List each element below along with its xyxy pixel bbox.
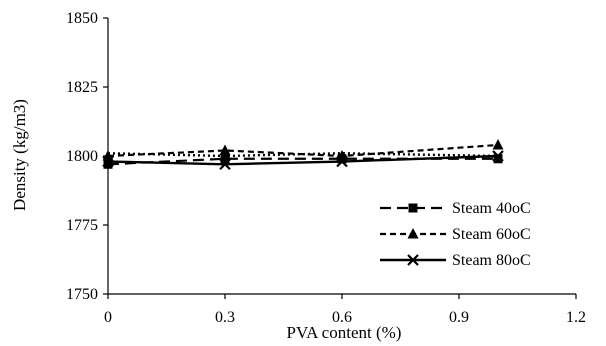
legend: Steam 40oC Steam 60oC Steam 80oC xyxy=(380,200,531,269)
legend-item: Steam 60oC xyxy=(380,226,531,243)
legend-label: Steam 40oC xyxy=(452,200,531,217)
y-tick-label: 1775 xyxy=(66,217,98,234)
y-tick-label: 1750 xyxy=(66,286,98,303)
triangle-marker xyxy=(492,138,504,150)
y-axis-ticks: 1750 1775 1800 1825 1850 xyxy=(66,10,108,303)
y-tick-label: 1850 xyxy=(66,10,98,27)
x-marker-stroke xyxy=(102,155,114,168)
square-marker xyxy=(408,203,418,213)
series-line xyxy=(107,152,499,158)
x-marker-stroke xyxy=(407,254,419,266)
x-tick-label: 0.9 xyxy=(449,309,469,326)
series-line xyxy=(107,143,499,158)
legend-item: Steam 40oC xyxy=(380,200,531,217)
x-marker-stroke xyxy=(336,155,348,168)
square-marker xyxy=(493,154,503,164)
legend-label: Steam 80oC xyxy=(452,252,531,269)
x-marker xyxy=(102,155,114,168)
series xyxy=(107,152,499,158)
triangle-marker xyxy=(407,228,419,239)
x-axis-ticks: 0 0.3 0.6 0.9 1.2 xyxy=(104,294,586,326)
x-marker xyxy=(336,155,348,168)
x-tick-label: 0.3 xyxy=(215,309,235,326)
plot-area xyxy=(102,138,504,171)
y-axis-title: Density (kg/m3) xyxy=(10,99,29,211)
square-marker xyxy=(220,154,230,164)
square-marker xyxy=(103,159,113,169)
y-tick-label: 1800 xyxy=(66,148,98,165)
y-tick-label: 1825 xyxy=(66,79,98,96)
series xyxy=(102,150,504,171)
x-tick-label: 0.6 xyxy=(332,309,352,326)
x-marker-stroke xyxy=(219,158,231,171)
legend-item: Steam 80oC xyxy=(380,252,531,269)
x-marker xyxy=(219,158,231,171)
series-line xyxy=(107,154,499,166)
x-tick-label: 1.2 xyxy=(566,309,586,326)
triangle-marker xyxy=(219,144,231,155)
legend-label: Steam 60oC xyxy=(452,226,531,243)
x-tick-label: 0 xyxy=(104,309,112,326)
x-axis-title: PVA content (%) xyxy=(287,323,402,342)
x-marker xyxy=(407,254,419,266)
